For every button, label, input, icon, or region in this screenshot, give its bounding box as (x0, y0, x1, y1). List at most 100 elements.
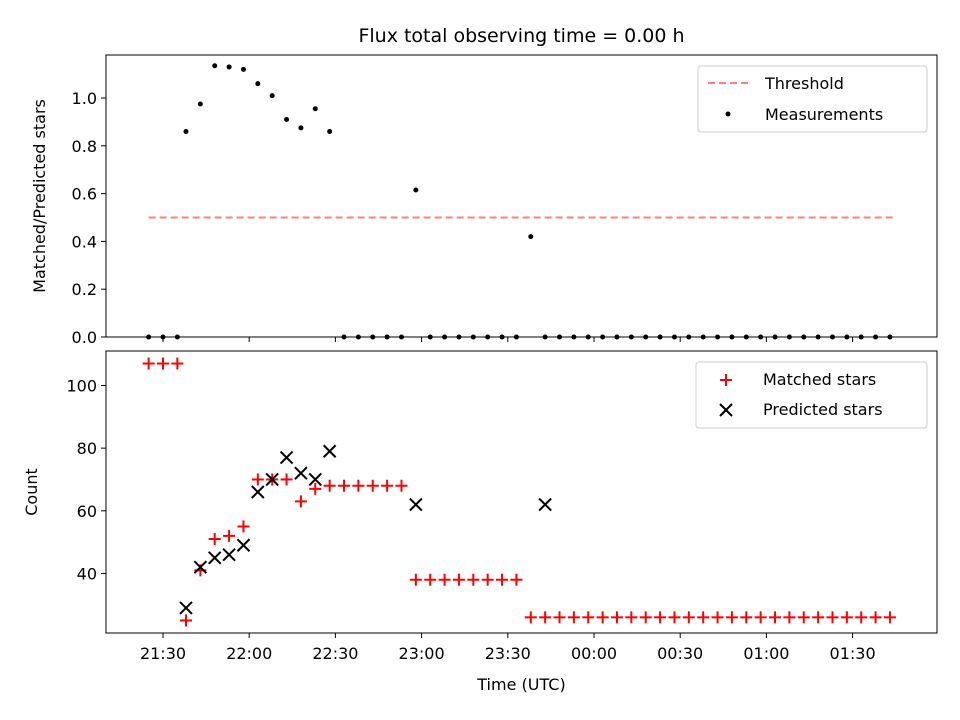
top-title: Flux total observing time = 0.00 h (358, 25, 684, 47)
bottom-legend-box (695, 361, 928, 429)
matched-star-point (869, 611, 882, 624)
top-legend-box (697, 65, 928, 133)
matched-star-point (797, 611, 810, 624)
bottom-x-tick-label: 01:30 (830, 644, 876, 663)
bottom-x-tick-label: 00:00 (571, 644, 617, 663)
legend-measurements-label: Measurements (765, 105, 883, 124)
matched-star-point (826, 611, 839, 624)
legend-threshold-label: Threshold (764, 74, 844, 93)
predicted-star-point (265, 472, 279, 487)
matched-star-point (395, 479, 408, 492)
matched-star-point (142, 357, 155, 370)
matched-star-point (754, 611, 767, 624)
matched-star-point (769, 611, 782, 624)
top-y-tick-label: 0.4 (72, 232, 97, 251)
bottom-x-tick-label: 00:30 (657, 644, 703, 663)
matched-star-point (294, 495, 307, 508)
bottom-x-tick-label: 23:00 (399, 644, 445, 663)
matched-star-point (338, 479, 351, 492)
legend-matched-swatch (720, 374, 732, 386)
bottom-panel: 40 60 80 100 21:30 22:00 22:30 23:00 23:30 00:00… (22, 350, 938, 694)
bottom-legend: Matched stars Predicted stars (695, 361, 928, 429)
matched-star-point (654, 611, 667, 624)
matched-star-point (409, 573, 422, 586)
matched-star-point (251, 473, 264, 486)
predicted-star-point (409, 497, 423, 512)
measurement-point (327, 128, 333, 134)
matched-star-point (223, 529, 236, 542)
bottom-y-tick-label: 100 (66, 376, 97, 395)
matched-star-point (596, 611, 609, 624)
matched-star-point (309, 482, 322, 495)
matched-star-point (481, 573, 494, 586)
bottom-y-tick-label: 80 (77, 439, 97, 458)
top-marks (146, 63, 896, 340)
matched-star-point (725, 611, 738, 624)
matched-star-point (682, 611, 695, 624)
matched-star-point (783, 611, 796, 624)
predicted-star-point (236, 538, 251, 552)
matched-star-point (553, 611, 566, 624)
top-x-ticks (162, 337, 854, 342)
matched-star-point (567, 611, 580, 624)
top-y-tick-label: 0.6 (72, 185, 97, 204)
legend-matched-label: Matched stars (763, 370, 876, 389)
bottom-x-ticks: 21:30 22:00 22:30 23:00 23:30 00:00 00:30 01:00… (140, 633, 876, 663)
matched-star-point (381, 479, 394, 492)
top-panel: 0.0 0.2 0.4 0.6 0.8 1.0 Flux total observing … (30, 25, 938, 347)
matched-star-point (323, 479, 336, 492)
measurement-point (226, 64, 232, 70)
measurement-point (255, 81, 261, 87)
matched-star-point (510, 573, 523, 586)
matched-star-point (524, 611, 537, 624)
predicted-star-point (322, 444, 337, 458)
predicted-star-point (179, 601, 193, 615)
matched-star-point (610, 611, 623, 624)
measurement-point (284, 117, 290, 123)
top-plot-frame (105, 54, 938, 338)
measurement-point (240, 66, 246, 72)
matched-star-point (208, 533, 221, 545)
measurement-point (212, 63, 218, 69)
matched-star-point (639, 611, 652, 624)
measurement-point (413, 187, 419, 193)
top-y-ticks: 0.0 0.2 0.4 0.6 0.8 1.0 (72, 89, 106, 347)
matched-star-point (452, 573, 465, 586)
matched-star-point (697, 611, 710, 624)
matched-star-point (424, 573, 437, 586)
matched-star-point (467, 573, 480, 586)
predicted-star-point (222, 547, 236, 562)
matched-star-point (280, 473, 293, 486)
bottom-x-tick-label: 23:30 (485, 644, 531, 663)
top-y-axis-label: Matched/Predicted stars (30, 99, 49, 293)
bottom-plot-frame (105, 350, 938, 634)
predicted-star-point (208, 551, 222, 565)
measurement-point (197, 101, 203, 107)
matched-star-point (366, 479, 379, 492)
top-y-tick-label: 0.0 (72, 328, 97, 347)
top-legend: Threshold Measurements (697, 65, 928, 133)
bottom-x-tick-label: 22:30 (312, 644, 358, 663)
top-y-tick-label: 0.8 (72, 137, 97, 156)
matched-star-point (352, 479, 365, 492)
matched-star-point (496, 573, 509, 586)
legend-predicted-swatch (719, 403, 733, 417)
matched-star-point (668, 611, 681, 624)
matched-star-point (582, 611, 595, 624)
predicted-star-point (308, 472, 322, 487)
matched-star-point (179, 614, 192, 627)
measurement-point (312, 106, 318, 112)
matched-star-point (625, 611, 638, 624)
matched-star-point (740, 611, 753, 624)
top-y-tick-label: 0.2 (72, 280, 97, 299)
bottom-marks (142, 357, 896, 627)
matched-star-point (840, 611, 853, 624)
matched-star-point (855, 611, 868, 624)
bottom-y-tick-label: 40 (77, 564, 97, 583)
top-y-tick-label: 1.0 (72, 89, 97, 108)
measurement-point (183, 128, 189, 134)
measurement-point (269, 93, 275, 99)
matched-star-point (171, 357, 184, 370)
bottom-x-tick-label: 22:00 (226, 644, 272, 663)
